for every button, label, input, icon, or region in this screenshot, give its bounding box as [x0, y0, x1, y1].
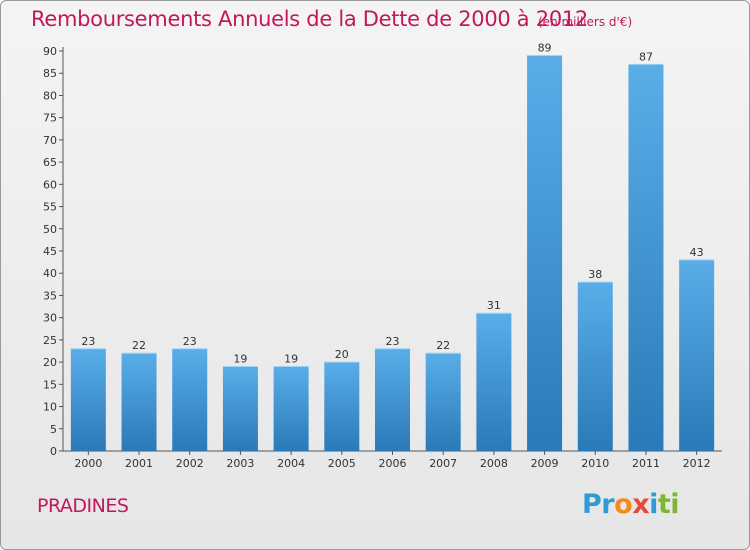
logo-letter: x [632, 489, 650, 520]
x-tick-label: 2004 [277, 457, 305, 470]
x-tick-label: 2009 [531, 457, 559, 470]
bar-value-label: 43 [690, 246, 704, 259]
y-tick-label: 60 [43, 178, 57, 191]
x-tick-label: 2007 [429, 457, 457, 470]
bar-2008 [476, 313, 512, 451]
logo-letter: i [649, 489, 658, 520]
chart-title: Remboursements Annuels de la Dette de 20… [31, 7, 588, 31]
x-tick-label: 2002 [176, 457, 204, 470]
chart-subtitle: (en milliers d'€) [538, 15, 633, 29]
x-tick-label: 2008 [480, 457, 508, 470]
y-tick-label: 5 [50, 423, 57, 436]
bar-series: 23 22 23 19 19 20 23 22 31 89 38 87 43 [70, 41, 715, 452]
bar-value-label: 23 [386, 335, 400, 348]
bar-2010 [577, 282, 613, 451]
proxiti-logo: Proxiti [582, 489, 680, 520]
y-tick-label: 40 [43, 267, 57, 280]
bar-2002 [172, 348, 208, 451]
x-tick-label: 2005 [328, 457, 356, 470]
x-tick-label: 2003 [226, 457, 254, 470]
x-tick-label: 2000 [74, 457, 102, 470]
commune-name: PRADINES [37, 495, 129, 517]
logo-letter: i [670, 489, 680, 520]
bar-2009 [527, 55, 563, 451]
logo-letter: o [614, 489, 633, 520]
bar-2005 [324, 362, 360, 451]
x-tick-label: 2012 [683, 457, 711, 470]
bar-value-label: 23 [81, 335, 95, 348]
bar-2004 [273, 366, 309, 451]
bar-value-label: 89 [538, 41, 552, 54]
bar-value-label: 20 [335, 348, 349, 361]
y-tick-label: 65 [43, 156, 57, 169]
bar-value-label: 19 [233, 353, 247, 366]
y-tick-label: 55 [43, 201, 57, 214]
bar-value-label: 23 [183, 335, 197, 348]
y-tick-label: 35 [43, 289, 57, 302]
y-tick-label: 10 [43, 401, 57, 414]
bar-2001 [121, 353, 157, 451]
y-tick-label: 15 [43, 378, 57, 391]
y-tick-label: 0 [50, 445, 57, 458]
x-tick-label: 2001 [125, 457, 153, 470]
y-tick-label: 45 [43, 245, 57, 258]
bar-value-label: 31 [487, 299, 501, 312]
chart-axes: 0 5 10 15 20 25 30 35 40 45 50 55 60 65 70 75 80 85 90 2000… [43, 45, 722, 470]
y-tick-label: 20 [43, 356, 57, 369]
bar-value-label: 38 [588, 268, 602, 281]
x-tick-label: 2006 [379, 457, 407, 470]
bar-2000 [70, 348, 106, 451]
y-tick-label: 85 [43, 67, 57, 80]
logo-letter: t [657, 489, 671, 520]
bar-value-label: 22 [436, 339, 450, 352]
bar-value-label: 19 [284, 353, 298, 366]
bar-2003 [222, 366, 258, 451]
logo-letter: P [582, 489, 602, 520]
bar-value-label: 87 [639, 50, 653, 63]
x-tick-label: 2010 [581, 457, 609, 470]
x-tick-label: 2011 [632, 457, 660, 470]
bar-value-label: 22 [132, 339, 146, 352]
bar-2011 [628, 64, 664, 452]
logo-letter: r [601, 489, 615, 520]
y-tick-label: 30 [43, 312, 57, 325]
y-tick-label: 70 [43, 134, 57, 147]
bar-2012 [679, 259, 715, 451]
y-tick-label: 80 [43, 89, 57, 102]
y-tick-label: 75 [43, 112, 57, 125]
y-tick-label: 50 [43, 223, 57, 236]
y-tick-label: 90 [43, 45, 57, 58]
bar-2007 [425, 353, 461, 451]
y-tick-label: 25 [43, 334, 57, 347]
bar-2006 [375, 348, 410, 451]
